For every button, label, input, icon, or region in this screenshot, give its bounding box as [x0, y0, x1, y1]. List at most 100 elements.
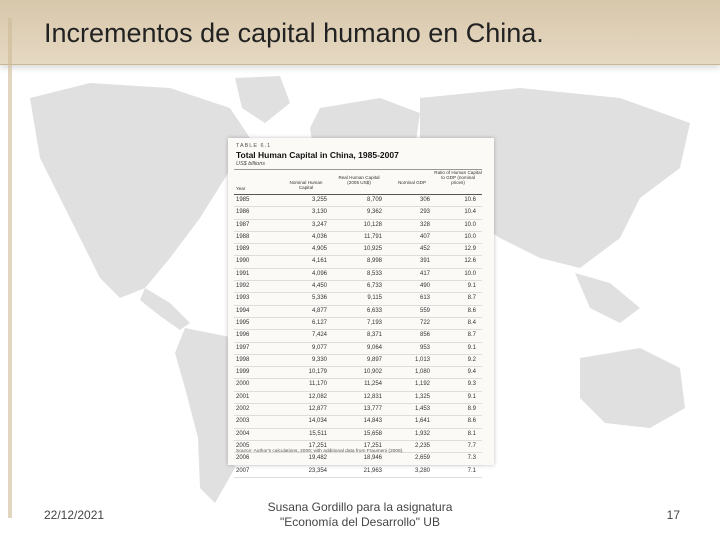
- table-cell: 1987: [236, 221, 250, 228]
- header-year: Year: [236, 186, 246, 191]
- table-cell: 4,096: [311, 270, 327, 277]
- table-body: 1985 3,255 8,709 306 10.6 1986 3,130 9,362 293 10…: [234, 195, 482, 478]
- table-cell: 328: [419, 221, 430, 228]
- table-cell: 8,371: [366, 332, 382, 339]
- table-cell: 10,925: [363, 246, 382, 253]
- header-nominal-human-capital: Nominal Human Capital: [289, 180, 323, 191]
- table-cell: 17,251: [363, 442, 382, 449]
- table-row: 2001 12,082 12,831 1,325 9.1: [234, 392, 482, 405]
- table-cell: 17,251: [308, 442, 327, 449]
- table-cell: 417: [419, 270, 430, 277]
- table-cell: 1992: [236, 283, 250, 290]
- table-row: 2007 23,354 21,963 3,280 7.1: [234, 466, 482, 478]
- table-cell: 1989: [236, 246, 250, 253]
- table-cell: 2002: [236, 406, 250, 413]
- table-cell: 9.3: [467, 381, 476, 388]
- table-cell: 1,013: [414, 356, 430, 363]
- table-cell: 1995: [236, 319, 250, 326]
- table-row: 1999 10,179 10,902 1,080 9.4: [234, 367, 482, 380]
- table-cell: 10,902: [363, 369, 382, 376]
- table-cell: 613: [419, 295, 430, 302]
- table-title: Total Human Capital in China, 1985-2007: [236, 150, 399, 160]
- header-real-human-capital: Real Human Capital (2005 US$): [338, 175, 380, 186]
- table-cell: 2001: [236, 393, 250, 400]
- table-cell: 9,077: [311, 344, 327, 351]
- table-cell: 4,905: [311, 246, 327, 253]
- table-cell: 10.0: [464, 221, 476, 228]
- table-cell: 7.7: [467, 442, 476, 449]
- table-cell: 490: [419, 283, 430, 290]
- table-cell: 11,791: [364, 233, 382, 240]
- table-row: 1994 4,877 6,633 559 8.6: [234, 306, 482, 318]
- table-cell: 9,897: [366, 356, 382, 363]
- table-row: 1997 9,077 9,064 953 9.1: [234, 343, 482, 355]
- table-cell: 12,831: [363, 393, 382, 400]
- table-cell: 8.1: [467, 430, 476, 437]
- table-cell: 1,325: [414, 393, 430, 400]
- table-row: 1992 4,450 6,733 490 9.1: [234, 281, 482, 294]
- table-cell: 8.7: [467, 295, 476, 302]
- table-units: US$ billions: [236, 161, 266, 167]
- table-cell: 306: [419, 197, 430, 203]
- table-cell: 7,424: [311, 332, 327, 339]
- table-cell: 8,998: [366, 258, 382, 265]
- table-cell: 6,633: [366, 307, 382, 314]
- table-cell: 452: [419, 246, 430, 253]
- table-row: 1985 3,255 8,709 306 10.6: [234, 195, 482, 208]
- table-cell: 4,877: [311, 307, 327, 314]
- table-cell: 21,963: [363, 467, 382, 474]
- table-row: 2002 12,877 13,777 1,453 8.9: [234, 404, 482, 417]
- table-cell: 559: [419, 307, 430, 314]
- table-row: 1990 4,161 8,998 391 12.6: [234, 256, 482, 269]
- table-cell: 1998: [236, 356, 250, 363]
- table-cell: 953: [419, 344, 430, 351]
- table-cell: 9,064: [366, 344, 382, 351]
- table-cell: 293: [419, 209, 430, 216]
- table-cell: 4,036: [311, 233, 327, 240]
- table-cell: 15,658: [363, 430, 382, 437]
- table-cell: 1993: [236, 295, 250, 302]
- table-cell: 3,130: [311, 209, 327, 216]
- table-cell: 2004: [236, 430, 250, 437]
- human-capital-table: TABLE 6.1 Total Human Capital in China, …: [228, 138, 494, 478]
- table-cell: 8,533: [366, 270, 382, 277]
- table-cell: 2000: [236, 381, 250, 388]
- table-cell: 9,115: [367, 295, 382, 302]
- table-row: 1989 4,905 10,925 452 12.9: [234, 244, 482, 257]
- table-cell: 1988: [236, 233, 250, 240]
- table-cell: 8.4: [467, 319, 476, 326]
- table-cell: 3,255: [311, 197, 327, 203]
- table-cell: 9,330: [311, 356, 327, 363]
- table-cell: 8.6: [467, 307, 476, 314]
- table-cell: 19,482: [308, 455, 327, 462]
- table-row: 2003 14,034 14,843 1,641 8.6: [234, 416, 482, 429]
- table-cell: 9.1: [467, 344, 476, 351]
- table-cell: 9.1: [467, 283, 476, 290]
- table-cell: 7.1: [467, 467, 476, 474]
- table-cell: 10,179: [308, 369, 327, 376]
- table-cell: 4,450: [311, 283, 327, 290]
- table-cell: 2005: [236, 442, 250, 449]
- footer-date: 22/12/2021: [44, 508, 105, 522]
- table-caption: TABLE 6.1: [236, 143, 272, 149]
- table-cell: 10.0: [464, 270, 476, 277]
- table-cell: 11,170: [309, 381, 327, 388]
- header-band: [0, 0, 720, 518]
- table-cell: 14,843: [363, 418, 382, 425]
- table-cell: 391: [419, 258, 430, 265]
- table-cell: 2003: [236, 418, 250, 425]
- north-america-shape: [30, 83, 250, 298]
- table-row: 1986 3,130 9,362 293 10.4: [234, 207, 482, 220]
- table-cell: 1994: [236, 307, 250, 314]
- table-cell: 1990: [236, 258, 250, 265]
- footer-page-number: 17: [666, 508, 680, 522]
- table-cell: 1,453: [414, 406, 430, 413]
- table-cell: 8.7: [467, 332, 476, 339]
- table-cell: 10.0: [464, 233, 476, 240]
- table-cell: 1996: [236, 332, 250, 339]
- table-cell: 1,192: [414, 381, 430, 388]
- table-source: Source: Author's calculations, 2009; wit…: [236, 449, 404, 454]
- header-nominal-gdp: Nominal GDP: [397, 180, 427, 185]
- table-cell: 10,128: [363, 221, 382, 228]
- table-header: Year Nominal Human Capital Real Human Ca…: [234, 169, 482, 195]
